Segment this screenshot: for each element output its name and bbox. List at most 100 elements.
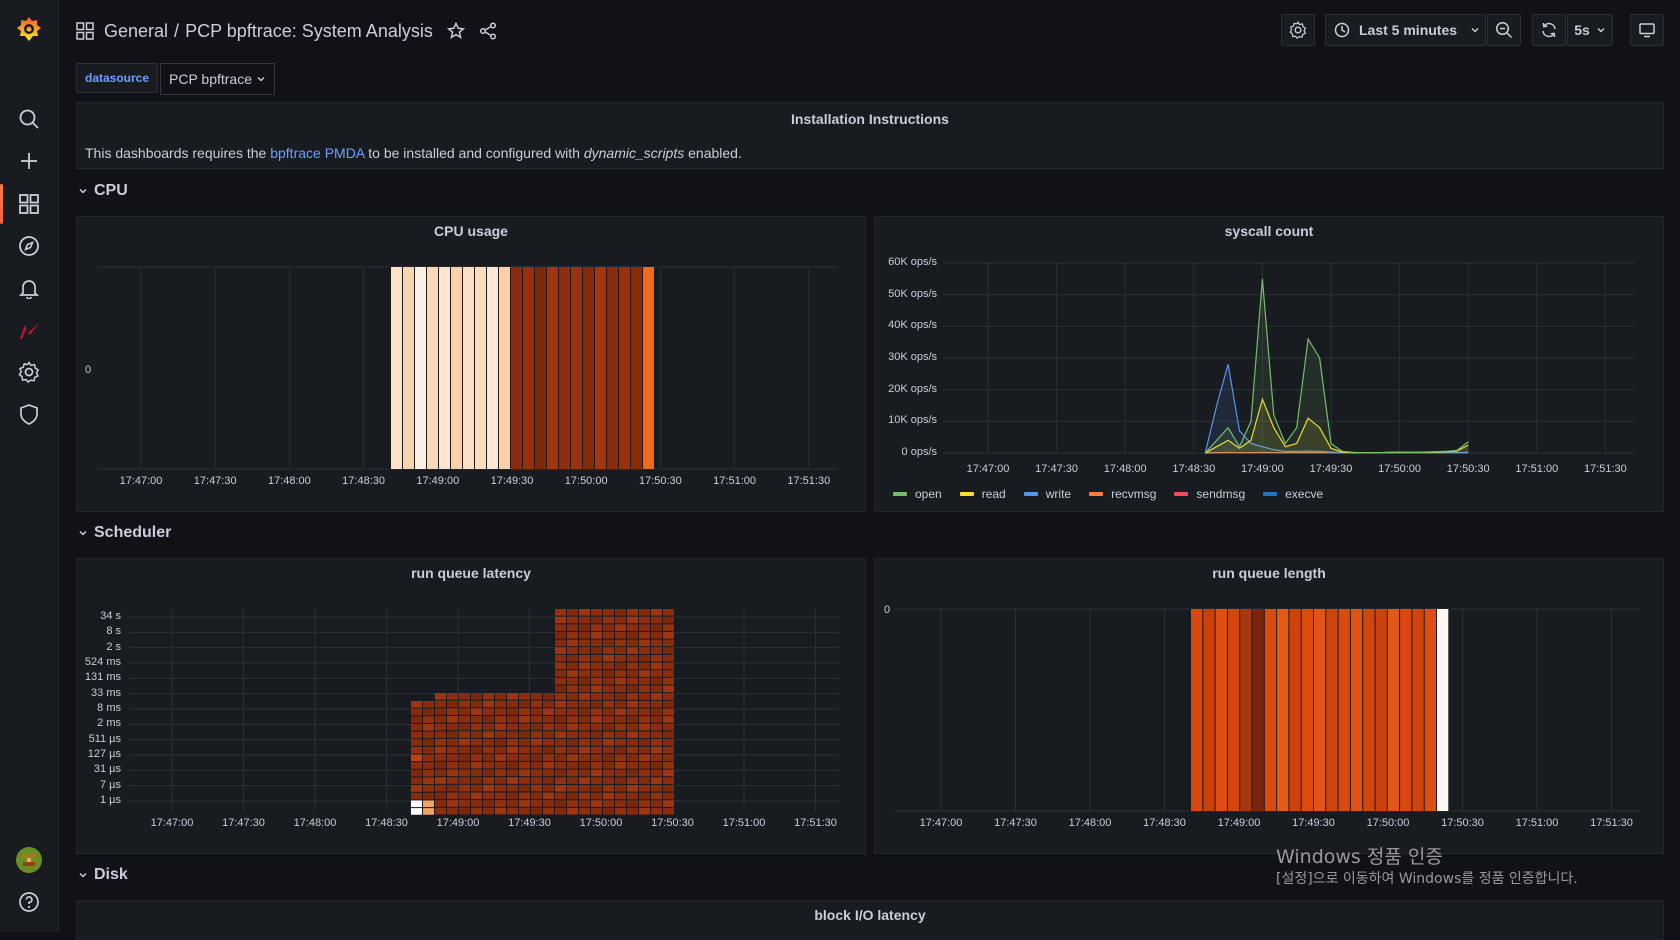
chevron-down-icon: [78, 528, 88, 538]
explore-compass-icon[interactable]: [14, 231, 44, 261]
heatmap-cell: [447, 785, 458, 792]
heatmap-cell: [447, 739, 458, 746]
panel-title[interactable]: Installation Instructions: [77, 111, 1663, 127]
heatmap-cell: [507, 792, 518, 799]
x-tick-label: 17:47:00: [920, 817, 963, 829]
heatmap-cell: [459, 808, 470, 815]
syscall-legend: open read write recvmsg sendmsg execve: [893, 487, 1341, 501]
legend-item-open[interactable]: open: [893, 487, 942, 501]
heatmap-cell: [483, 731, 494, 738]
heatmap-cell: [663, 686, 674, 693]
heatmap-cell: [495, 716, 506, 723]
configuration-gear-icon[interactable]: [14, 357, 44, 387]
legend-item-sendmsg[interactable]: sendmsg: [1174, 487, 1245, 501]
grafana-logo[interactable]: [14, 14, 44, 44]
heatmap-cell: [639, 670, 650, 677]
tv-mode-button[interactable]: [1630, 14, 1664, 46]
create-plus-icon[interactable]: [14, 146, 44, 176]
heatmap-cell: [567, 670, 578, 677]
search-icon[interactable]: [14, 104, 44, 134]
heatmap-cell: [591, 663, 602, 670]
dashboard-settings-button[interactable]: [1281, 14, 1315, 46]
heatmap-cell: [507, 693, 518, 700]
refresh-interval-picker[interactable]: 5s: [1567, 14, 1613, 46]
x-tick-label: 17:48:00: [1104, 463, 1147, 475]
row-cpu[interactable]: CPU: [78, 182, 128, 200]
x-tick-label: 17:47:00: [151, 817, 194, 829]
heatmap-cell: [567, 708, 578, 715]
heatmap-cell: [471, 708, 482, 715]
dashboards-icon[interactable]: [14, 189, 44, 219]
heatmap-cell: [471, 716, 482, 723]
heatmap-cell: [567, 609, 578, 616]
row-scheduler[interactable]: Scheduler: [78, 524, 171, 542]
heatmap-cell: [627, 609, 638, 616]
heatmap-cell: [1339, 609, 1350, 811]
heatmap-cell: [1228, 609, 1239, 811]
help-icon[interactable]: [14, 887, 44, 917]
dashboard-title[interactable]: PCP bpftrace: System Analysis: [185, 21, 433, 42]
zoom-out-button[interactable]: [1487, 14, 1521, 46]
heatmap-cell: [543, 739, 554, 746]
star-icon[interactable]: [447, 22, 465, 40]
legend-label: execve: [1285, 487, 1323, 501]
legend-label: open: [915, 487, 942, 501]
legend-item-execve[interactable]: execve: [1263, 487, 1323, 501]
heatmap-cell: [615, 747, 626, 754]
heatmap-cell: [579, 739, 590, 746]
heatmap-cell: [663, 777, 674, 784]
block-io-latency-panel: block I/O latency: [76, 900, 1664, 940]
heatmap-cell: [531, 785, 542, 792]
cpu-usage-heatmap: [77, 217, 867, 513]
heatmap-cell: [579, 678, 590, 685]
legend-item-recvmsg[interactable]: recvmsg: [1089, 487, 1156, 501]
alerting-bell-icon[interactable]: [14, 273, 44, 303]
x-tick-label: 17:51:00: [1516, 817, 1559, 829]
heatmap-cell: [603, 731, 614, 738]
panel-title[interactable]: block I/O latency: [77, 907, 1663, 923]
bpftrace-pmda-link[interactable]: bpftrace PMDA: [270, 145, 364, 161]
heatmap-cell: [555, 609, 566, 616]
heatmap-cell: [483, 777, 494, 784]
heatmap-cell: [459, 731, 470, 738]
heatmap-cell: [627, 701, 638, 708]
heatmap-cell: [651, 754, 662, 761]
share-icon[interactable]: [479, 22, 497, 40]
server-admin-shield-icon[interactable]: [14, 399, 44, 429]
heatmap-cell: [579, 686, 590, 693]
time-range-picker[interactable]: Last 5 minutes: [1325, 14, 1486, 46]
heatmap-cell: [507, 747, 518, 754]
heatmap-cell: [603, 808, 614, 815]
legend-item-write[interactable]: write: [1024, 487, 1071, 501]
x-tick-label: 17:48:30: [1143, 817, 1186, 829]
datasource-variable-value: PCP bpftrace: [169, 71, 252, 87]
datasource-variable-select[interactable]: PCP bpftrace: [160, 63, 275, 95]
heatmap-cell: [639, 770, 650, 777]
row-disk[interactable]: Disk: [78, 866, 128, 884]
legend-item-read[interactable]: read: [960, 487, 1006, 501]
breadcrumb-folder[interactable]: General: [104, 21, 168, 42]
heatmap-cell: [651, 808, 662, 815]
heatmap-cell: [579, 777, 590, 784]
refresh-button[interactable]: [1532, 14, 1566, 46]
heatmap-cell: [591, 754, 602, 761]
heatmap-cell: [459, 754, 470, 761]
x-tick-label: 17:50:00: [580, 817, 623, 829]
heatmap-cell: [555, 716, 566, 723]
heatmap-cell: [651, 693, 662, 700]
heatmap-cell: [411, 762, 422, 769]
heatmap-cell: [639, 663, 650, 670]
heatmap-cell: [603, 793, 614, 800]
heatmap-cell: [519, 792, 530, 799]
user-avatar[interactable]: [14, 845, 44, 875]
heatmap-cell: [615, 708, 626, 715]
pcp-plugin-icon[interactable]: [14, 315, 44, 345]
heatmap-cell: [583, 267, 594, 469]
heatmap-cell: [627, 624, 638, 631]
heatmap-cell: [423, 716, 434, 723]
heatmap-cell: [615, 686, 626, 693]
legend-swatch: [893, 492, 907, 496]
heatmap-cell: [603, 708, 614, 715]
heatmap-cell: [615, 624, 626, 631]
heatmap-cell: [435, 777, 446, 784]
